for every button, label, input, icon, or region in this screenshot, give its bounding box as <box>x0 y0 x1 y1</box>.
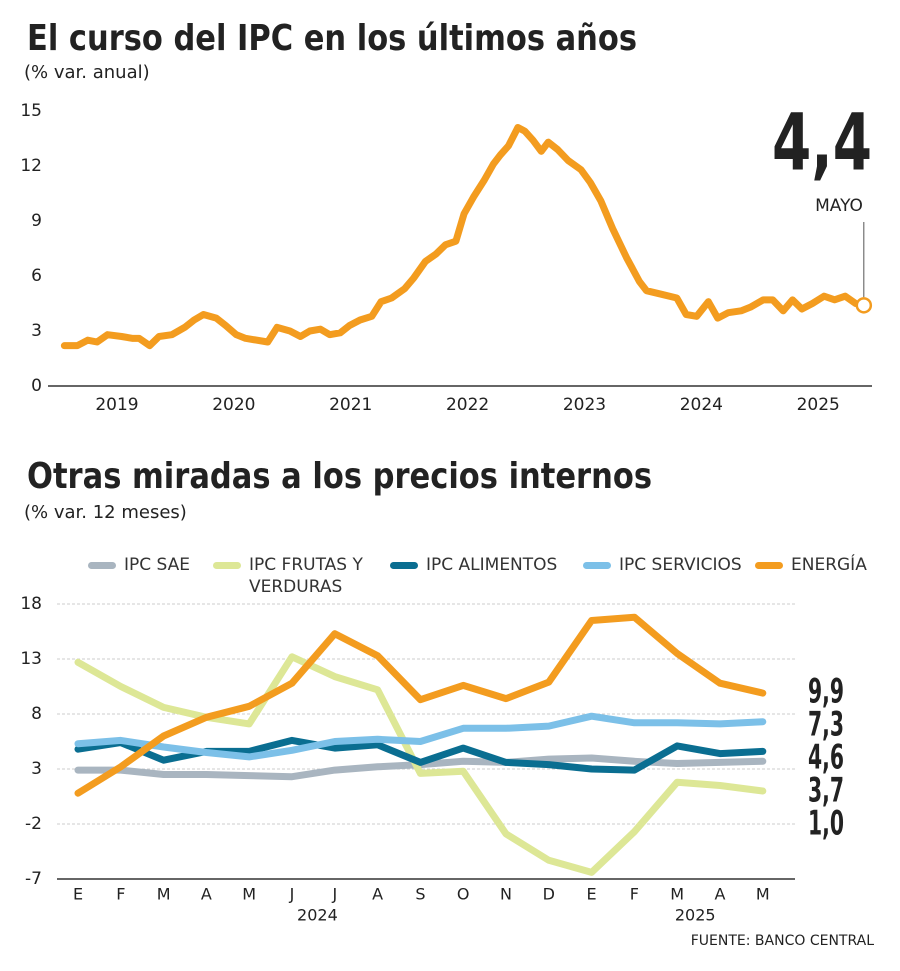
y-tick-label: 15 <box>20 101 42 121</box>
legend-item: IPC FRUTAS Y VERDURAS <box>213 554 369 598</box>
end-point <box>855 297 873 314</box>
chart-subtitle: (% var. anual) <box>24 62 150 83</box>
x-tick-label: J <box>331 885 337 904</box>
series-line <box>74 653 767 876</box>
legend-item: IPC SAE <box>88 554 190 576</box>
y-tick-label: 9 <box>31 211 42 231</box>
legend-swatch <box>583 562 611 569</box>
x-tick-label: N <box>500 885 512 904</box>
y-tick-label: 13 <box>20 649 42 669</box>
series-line <box>74 613 767 797</box>
end-label: 1,0 <box>808 804 844 844</box>
x-tick-label: 2020 <box>212 395 255 415</box>
x-tick-label: M <box>242 885 256 904</box>
legend-label: IPC FRUTAS Y VERDURAS <box>249 555 363 597</box>
legend-swatch <box>88 562 116 569</box>
y-tick-label: 8 <box>31 704 42 724</box>
x-tick-label: M <box>670 885 684 904</box>
annotation-text: MAYO <box>815 196 863 216</box>
x-tick-label: O <box>457 885 470 904</box>
chart-subtitle: (% var. 12 meses) <box>24 502 187 523</box>
legend-item: ENERGÍA <box>755 554 867 576</box>
x-tick-label: 2024 <box>680 395 723 415</box>
end-label: 7,3 <box>808 705 844 745</box>
y-tick-label: 0 <box>31 376 42 396</box>
chart-title: Otras miradas a los precios internos <box>27 456 652 497</box>
x-tick-label: A <box>201 885 212 904</box>
y-tick-label: 12 <box>20 156 42 176</box>
end-label: 9,9 <box>808 672 844 712</box>
legend-item: IPC ALIMENTOS <box>390 554 557 576</box>
x-group-label: 2025 <box>675 906 716 925</box>
y-tick-label: 18 <box>20 594 42 614</box>
legend-swatch <box>755 562 783 569</box>
legend-label: IPC ALIMENTOS <box>426 555 558 575</box>
end-label: 3,7 <box>808 771 844 811</box>
x-tick-label: A <box>715 885 726 904</box>
x-tick-label: S <box>415 885 425 904</box>
x-tick-label: F <box>116 885 125 904</box>
source: FUENTE: BANCO CENTRAL <box>691 933 874 949</box>
x-tick-label: F <box>630 885 639 904</box>
series-line <box>74 736 767 774</box>
x-tick-label: 2022 <box>446 395 489 415</box>
legend-label: IPC SERVICIOS <box>619 555 742 575</box>
legend-swatch <box>213 562 241 569</box>
x-tick-label: M <box>157 885 171 904</box>
legend-label: IPC SAE <box>124 555 191 575</box>
annotation-value: 4,4 <box>772 98 872 188</box>
x-tick-label: 2023 <box>563 395 606 415</box>
x-tick-label: M <box>756 885 770 904</box>
x-group-label: 2024 <box>297 906 338 925</box>
end-label: 4,6 <box>808 738 844 778</box>
x-tick-label: 2025 <box>797 395 840 415</box>
legend-swatch <box>390 562 418 569</box>
y-tick-label: 3 <box>31 321 42 341</box>
series-line <box>74 712 767 761</box>
y-tick-label: -7 <box>25 869 42 889</box>
legend-label: ENERGÍA <box>791 555 867 575</box>
x-tick-label: D <box>543 885 555 904</box>
legend-item: IPC SERVICIOS <box>583 554 742 576</box>
x-tick-label: 2021 <box>329 395 372 415</box>
x-tick-label: E <box>73 885 83 904</box>
x-tick-label: A <box>372 885 383 904</box>
x-tick-label: J <box>289 885 295 904</box>
line <box>60 124 868 350</box>
x-tick-label: E <box>587 885 597 904</box>
y-tick-label: 6 <box>31 266 42 286</box>
chart-title: El curso del IPC en los últimos años <box>27 18 637 59</box>
y-tick-label: 3 <box>31 759 42 779</box>
y-tick-label: -2 <box>25 814 42 834</box>
x-tick-label: 2019 <box>95 395 138 415</box>
